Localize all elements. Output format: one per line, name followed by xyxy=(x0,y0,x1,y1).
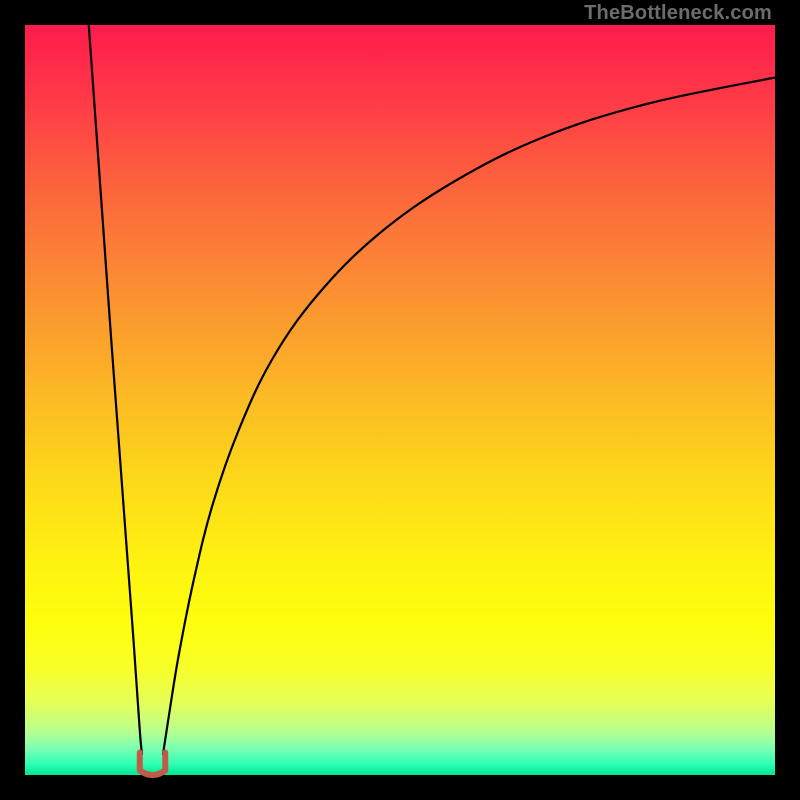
curve-left-branch xyxy=(89,25,142,754)
chart-frame: TheBottleneck.com xyxy=(0,0,800,800)
min-marker xyxy=(140,753,166,776)
watermark-label: TheBottleneck.com xyxy=(584,2,772,25)
curve-right-branch xyxy=(163,78,775,755)
bottleneck-curve xyxy=(25,25,775,775)
